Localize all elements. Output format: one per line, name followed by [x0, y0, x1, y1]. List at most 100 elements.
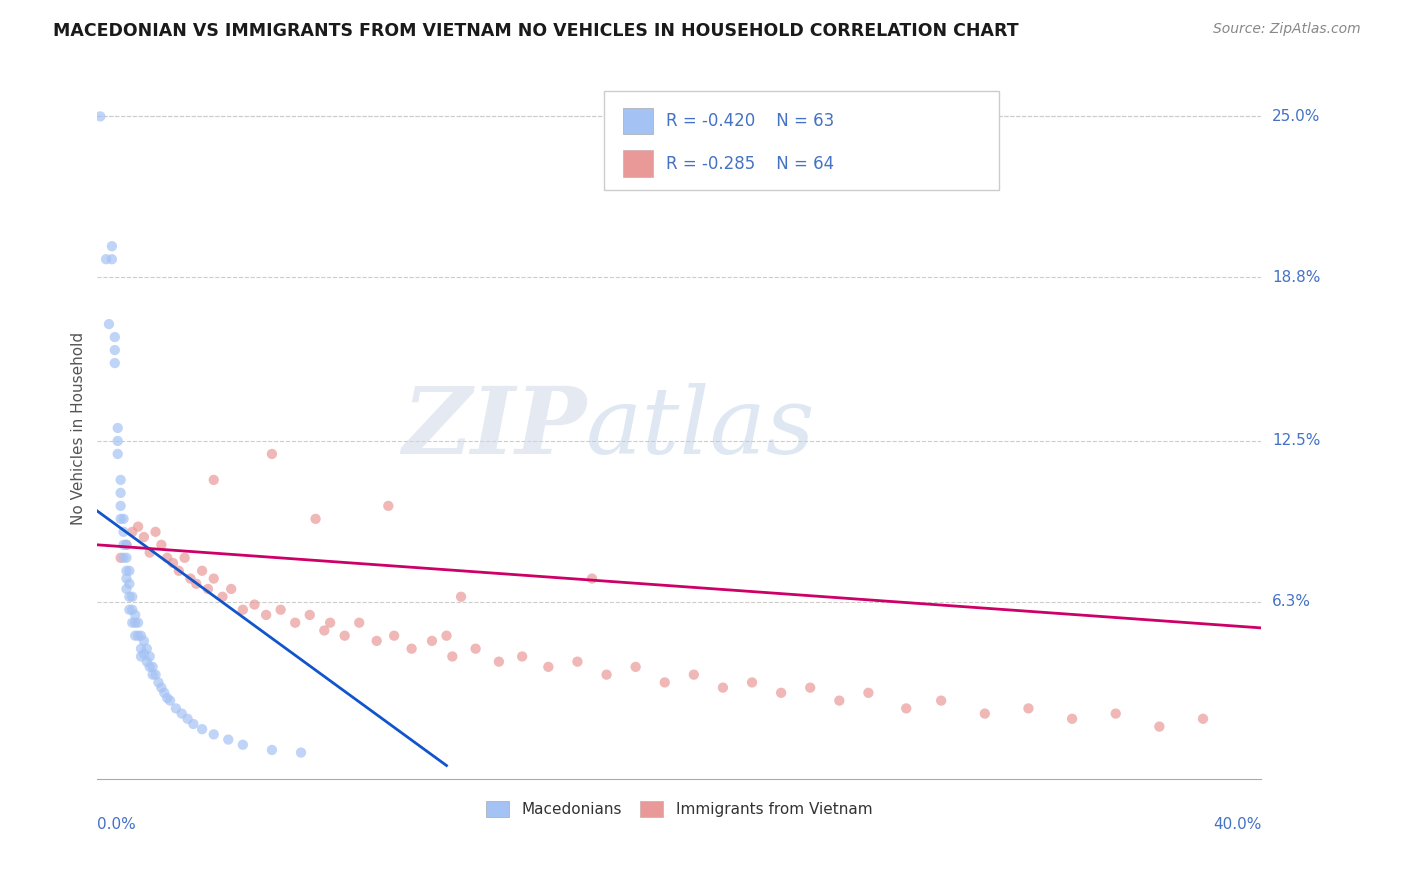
- FancyBboxPatch shape: [623, 151, 652, 177]
- Point: [112, 550, 135, 565]
- Point: [110, 550, 132, 565]
- Point: [127, 629, 149, 643]
- Point: [441, 649, 464, 664]
- Point: [488, 655, 510, 669]
- Point: [270, 603, 292, 617]
- Point: [567, 655, 589, 669]
- Text: 0.0%: 0.0%: [97, 817, 136, 832]
- Point: [121, 524, 143, 539]
- Text: 18.8%: 18.8%: [1272, 270, 1320, 285]
- Point: [1062, 712, 1084, 726]
- Point: [94, 252, 117, 267]
- Point: [110, 499, 132, 513]
- Point: [138, 546, 160, 560]
- FancyBboxPatch shape: [603, 92, 1000, 190]
- Point: [129, 641, 152, 656]
- Point: [319, 615, 342, 630]
- Point: [537, 660, 560, 674]
- Point: [741, 675, 763, 690]
- Point: [202, 727, 225, 741]
- Point: [142, 667, 165, 681]
- Point: [232, 603, 254, 617]
- Point: [118, 590, 141, 604]
- Point: [682, 667, 704, 681]
- Text: R = -0.420    N = 63: R = -0.420 N = 63: [666, 112, 835, 130]
- Point: [284, 615, 307, 630]
- Point: [115, 550, 138, 565]
- Point: [153, 686, 176, 700]
- Point: [197, 582, 219, 596]
- Point: [217, 732, 239, 747]
- Point: [124, 629, 146, 643]
- Text: 40.0%: 40.0%: [1213, 817, 1261, 832]
- Legend: Macedonians, Immigrants from Vietnam: Macedonians, Immigrants from Vietnam: [481, 796, 879, 823]
- Point: [382, 629, 405, 643]
- Point: [333, 629, 356, 643]
- Point: [314, 624, 336, 638]
- Text: atlas: atlas: [586, 383, 815, 473]
- Point: [101, 252, 124, 267]
- Point: [104, 330, 127, 344]
- Point: [138, 660, 160, 674]
- Point: [129, 649, 152, 664]
- Point: [799, 681, 821, 695]
- Point: [159, 693, 181, 707]
- Point: [1017, 701, 1039, 715]
- Text: ZIP: ZIP: [402, 383, 586, 473]
- Point: [107, 447, 129, 461]
- Point: [110, 473, 132, 487]
- Point: [124, 615, 146, 630]
- Point: [770, 686, 793, 700]
- Point: [135, 641, 157, 656]
- Point: [510, 649, 533, 664]
- Point: [121, 590, 143, 604]
- Point: [127, 519, 149, 533]
- Point: [156, 550, 179, 565]
- Point: [436, 629, 458, 643]
- Point: [104, 356, 127, 370]
- Text: MACEDONIAN VS IMMIGRANTS FROM VIETNAM NO VEHICLES IN HOUSEHOLD CORRELATION CHART: MACEDONIAN VS IMMIGRANTS FROM VIETNAM NO…: [53, 22, 1019, 40]
- Point: [179, 572, 201, 586]
- Point: [170, 706, 193, 721]
- Point: [129, 629, 152, 643]
- Point: [101, 239, 124, 253]
- Point: [420, 633, 443, 648]
- Point: [148, 675, 170, 690]
- Point: [115, 538, 138, 552]
- Point: [219, 582, 242, 596]
- Point: [162, 556, 184, 570]
- Point: [401, 641, 423, 656]
- Point: [127, 615, 149, 630]
- Point: [202, 473, 225, 487]
- Point: [145, 667, 167, 681]
- Point: [121, 603, 143, 617]
- Point: [366, 633, 388, 648]
- Point: [98, 317, 121, 331]
- Point: [595, 667, 617, 681]
- FancyBboxPatch shape: [623, 108, 652, 134]
- Point: [107, 421, 129, 435]
- Point: [929, 693, 952, 707]
- Point: [464, 641, 486, 656]
- Point: [232, 738, 254, 752]
- Point: [191, 722, 214, 736]
- Text: 6.3%: 6.3%: [1272, 594, 1312, 609]
- Point: [304, 512, 326, 526]
- Point: [118, 564, 141, 578]
- Point: [211, 590, 233, 604]
- Point: [173, 550, 195, 565]
- Point: [132, 530, 155, 544]
- Point: [183, 717, 205, 731]
- Point: [89, 109, 111, 123]
- Point: [142, 660, 165, 674]
- Point: [260, 743, 283, 757]
- Point: [254, 607, 277, 622]
- Point: [145, 524, 167, 539]
- Point: [191, 564, 214, 578]
- Point: [150, 538, 173, 552]
- Point: [186, 576, 208, 591]
- Point: [124, 607, 146, 622]
- Point: [243, 598, 266, 612]
- Point: [654, 675, 676, 690]
- Point: [132, 633, 155, 648]
